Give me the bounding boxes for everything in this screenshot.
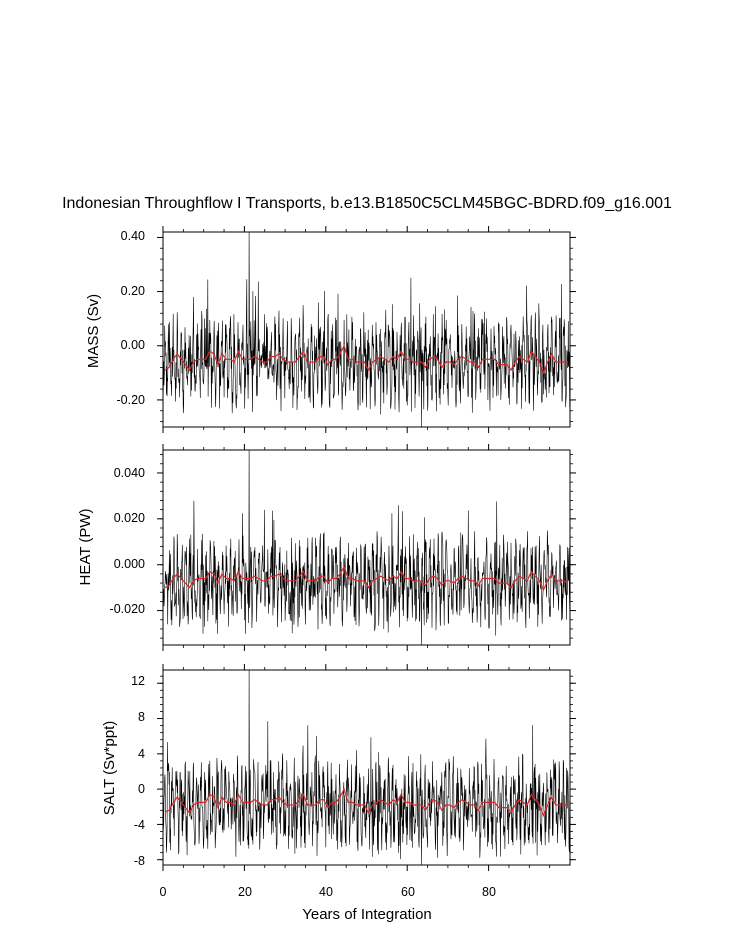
panel-salt: SALT (Sv*ppt) 12 8 4 0 -4 -8 <box>101 664 576 871</box>
panel-heat-plot <box>157 444 576 651</box>
xtick-label-20: 20 <box>238 885 252 899</box>
panel-salt-ytick-0: 12 <box>131 674 145 688</box>
panel-mass-plot <box>157 226 576 433</box>
panel-heat-frame <box>162 449 571 646</box>
panel-salt-plot <box>157 664 576 871</box>
panel-mass-monthly-line <box>163 232 570 427</box>
panel-mass-ytick-3: -0.20 <box>117 393 146 407</box>
panel-mass-ylabel: MASS (Sv) <box>85 294 102 368</box>
panel-heat-ytick-0: 0.040 <box>114 466 145 480</box>
panel-heat-ylabel: HEAT (PW) <box>77 509 94 586</box>
panel-mass: MASS (Sv) 0.40 0.20 0.00 -0.20 <box>85 226 576 433</box>
panel-heat-annual-line <box>164 565 569 592</box>
xtick-label-80: 80 <box>482 885 496 899</box>
panel-salt-annual-line <box>164 787 568 818</box>
panel-heat-ytick-1: 0.020 <box>114 511 145 525</box>
panel-heat-ytick-3: -0.020 <box>110 602 145 616</box>
panel-heat-ytick-2: 0.000 <box>114 557 145 571</box>
x-axis-label: Years of Integration <box>302 906 432 923</box>
panel-salt-ytick-4: -4 <box>134 818 145 832</box>
chart-title: Indonesian Throughflow I Transports, b.e… <box>62 195 672 212</box>
panel-mass-ytick-1: 0.20 <box>121 284 145 298</box>
xtick-label-0: 0 <box>160 885 167 899</box>
panel-salt-ytick-5: -8 <box>134 854 145 868</box>
panel-salt-ytick-3: 0 <box>138 782 145 796</box>
panel-salt-monthly-line <box>163 670 570 865</box>
panel-salt-ylabel: SALT (Sv*ppt) <box>101 721 118 815</box>
panel-salt-ytick-2: 4 <box>138 747 145 761</box>
xtick-label-60: 60 <box>401 885 415 899</box>
xtick-label-40: 40 <box>319 885 333 899</box>
panel-salt-ytick-1: 8 <box>138 710 145 724</box>
panel-heat-monthly-line <box>163 450 570 645</box>
panel-heat: HEAT (PW) 0.040 0.020 0.000 -0.020 <box>77 444 576 651</box>
panel-mass-annual-line <box>164 344 568 375</box>
panel-mass-ytick-2: 0.00 <box>121 338 145 352</box>
panel-mass-ytick-0: 0.40 <box>121 229 145 243</box>
